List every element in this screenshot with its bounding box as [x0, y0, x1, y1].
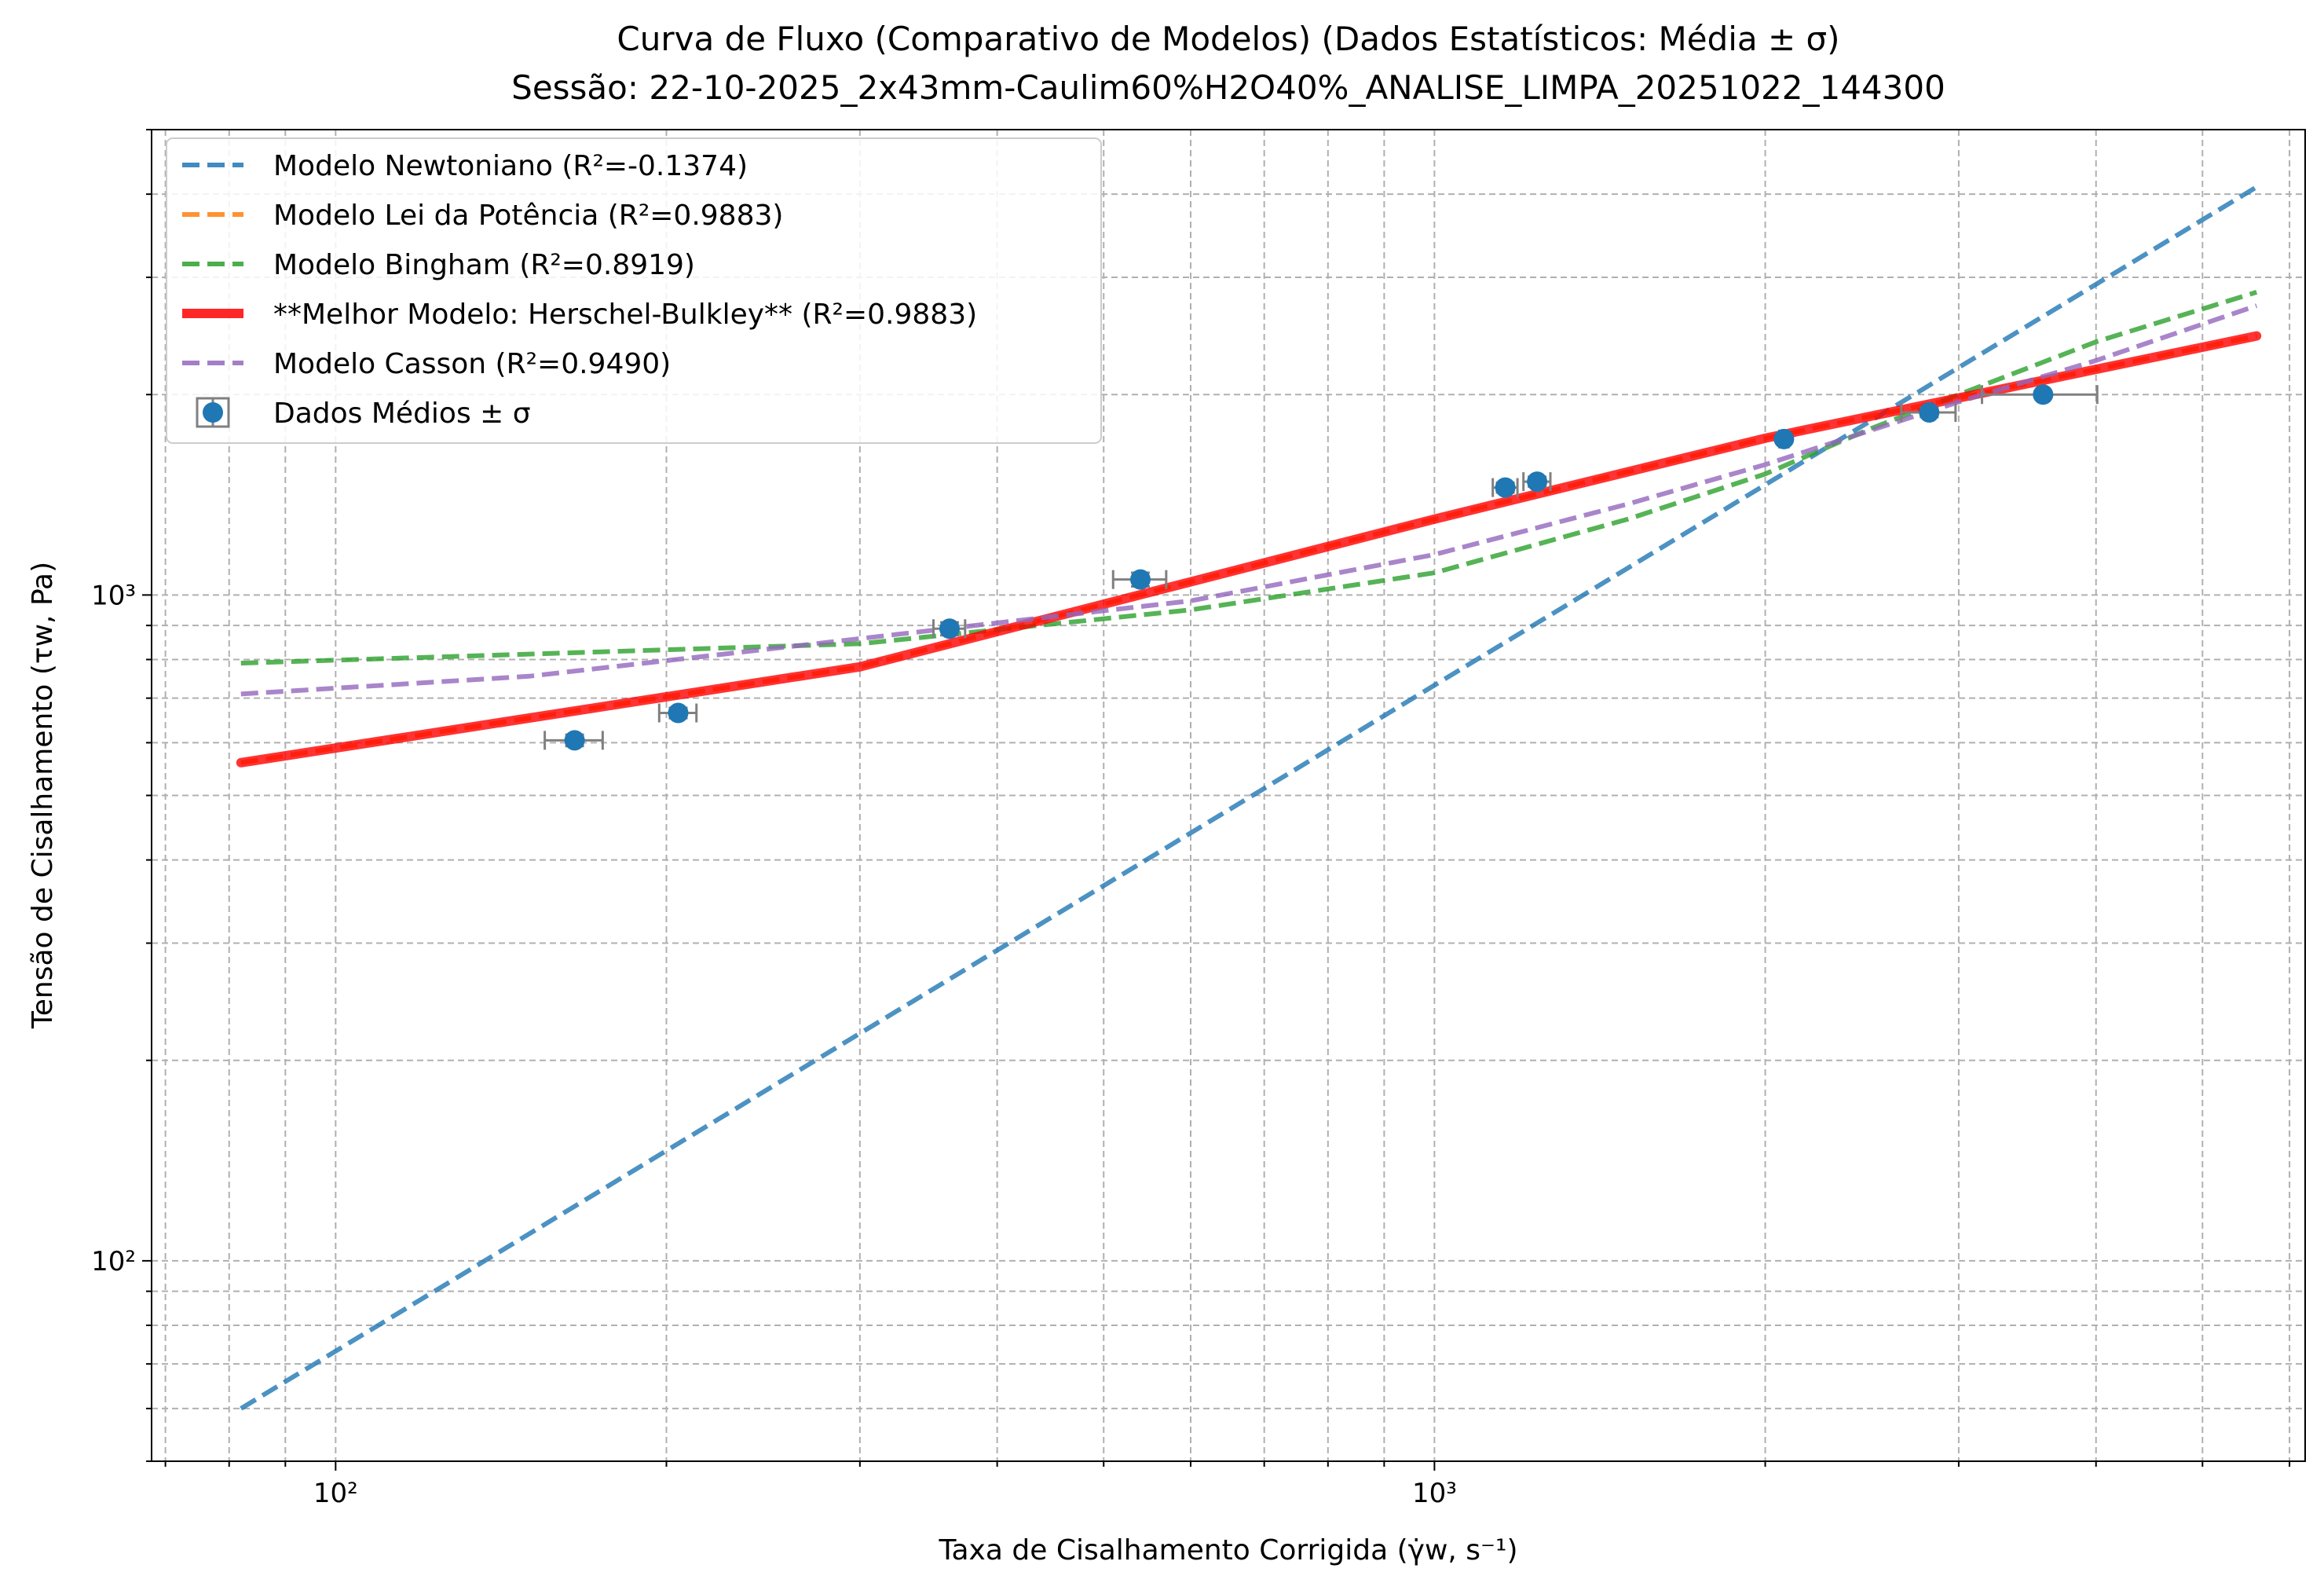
y-tick-label: 10²: [91, 1246, 136, 1277]
data-point: [1522, 471, 1552, 493]
data-point: [657, 702, 698, 724]
x-tick-label: 10³: [1412, 1478, 1457, 1509]
legend-entry-label: Modelo Lei da Potência (R²=0.9883): [273, 200, 783, 232]
data-marker: [668, 702, 689, 724]
legend-marker: [203, 402, 223, 423]
model-curves: [236, 185, 2262, 1411]
chart-title: Curva de Fluxo (Comparativo de Modelos) …: [617, 20, 1839, 58]
data-points: [543, 384, 2099, 751]
data-point: [543, 730, 604, 751]
data-point: [1773, 428, 1795, 449]
data-point: [1491, 477, 1519, 498]
data-marker: [1527, 471, 1548, 493]
y-axis-label: Tensão de Cisalhamento (τw, Pa): [27, 562, 59, 1029]
legend-entry-label: Modelo Casson (R²=0.9490): [273, 348, 671, 380]
data-point: [932, 618, 967, 639]
chart-subtitle: Sessão: 22-10-2025_2x43mm-Caulim60%H2O40…: [511, 68, 1945, 107]
legend: Modelo Newtoniano (R²=-0.1374) Modelo Lei…: [166, 137, 1102, 444]
legend-entry-label: Dados Médios ± σ: [273, 398, 531, 430]
series-line-1: [240, 185, 2258, 1411]
data-marker: [2033, 384, 2054, 405]
data-marker: [939, 618, 960, 639]
data-marker: [564, 730, 585, 751]
legend-box: [166, 137, 1102, 444]
y-tick-label: 10³: [91, 580, 136, 611]
data-marker: [1129, 569, 1151, 590]
data-point: [1111, 569, 1168, 590]
x-tick-label: 10²: [313, 1478, 358, 1509]
legend-entry-label: **Melhor Modelo: Herschel-Bulkley** (R²=…: [273, 299, 977, 331]
data-point: [1981, 384, 2099, 405]
data-marker: [1919, 402, 1940, 423]
data-point: [1900, 402, 1957, 423]
legend-entry-label: Modelo Newtoniano (R²=-0.1374): [273, 150, 748, 182]
axis-ticks: 10² 10³ 10² 10³: [91, 129, 2291, 1509]
data-marker: [1773, 428, 1795, 449]
series-line-5: [240, 303, 2258, 697]
data-marker: [1495, 477, 1516, 498]
x-axis-label: Taxa de Cisalhamento Corrigida (γ̇w, s⁻¹…: [938, 1534, 1517, 1567]
legend-entry-label: Modelo Bingham (R²=0.8919): [273, 249, 695, 281]
